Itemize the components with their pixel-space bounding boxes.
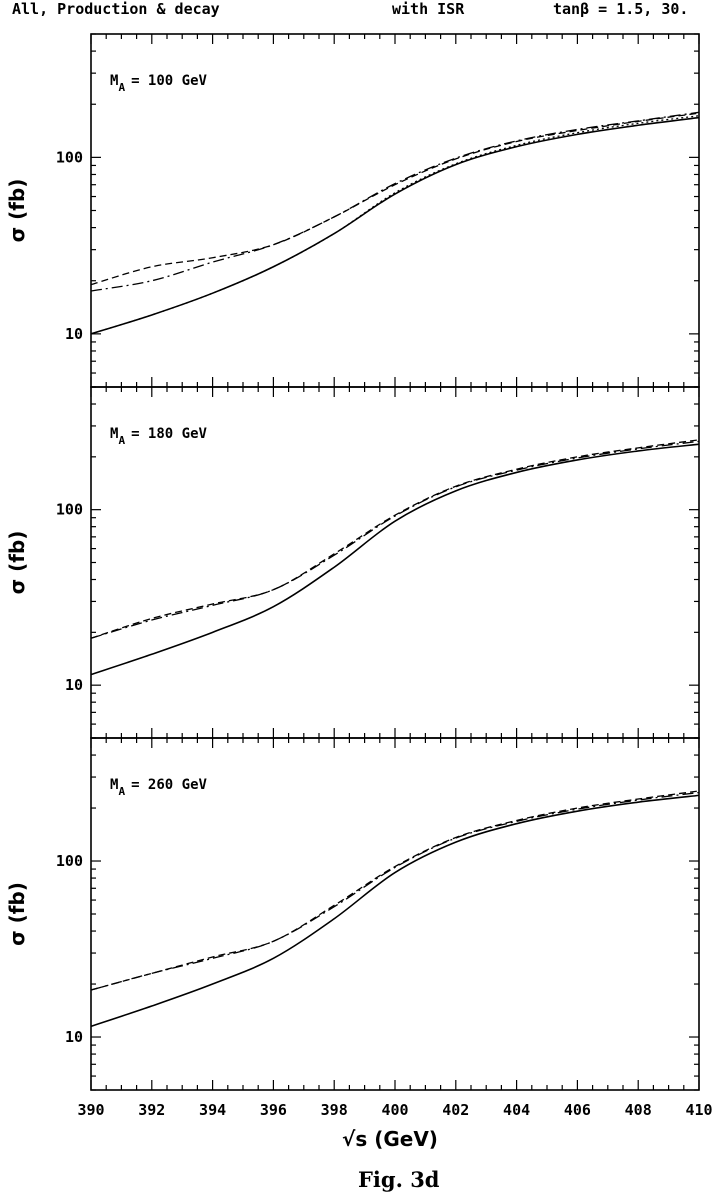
- panel-2: 10 100 σ (fb) MA = 180 GeV: [5, 386, 700, 739]
- figure-caption: Fig. 3d: [358, 1167, 440, 1192]
- header-center: with ISR: [392, 0, 465, 18]
- series-line-dashdot: [90, 111, 700, 292]
- y-tick-label: 100: [56, 148, 83, 166]
- x-tick-label: 398: [321, 1101, 348, 1119]
- y-tick-label: 100: [56, 852, 83, 870]
- panel-label: MA = 100 GeV: [110, 73, 207, 94]
- x-axis-title: √s (GeV): [342, 1127, 438, 1151]
- x-tick-label: 408: [625, 1101, 652, 1119]
- x-tick-label: 406: [564, 1101, 591, 1119]
- panel-label: MA = 180 GeV: [110, 426, 207, 447]
- header-left: All, Production & decay: [12, 0, 220, 18]
- panel-label: MA = 260 GeV: [110, 777, 207, 798]
- plot-area: 10 100 σ (fb) MA = 100 GeV 10 100 σ (fb) MA = 180…: [5, 33, 713, 1119]
- y-tick-label: 10: [65, 676, 83, 694]
- series-line-dashed: [90, 112, 700, 286]
- y-tick-label: 100: [56, 501, 83, 519]
- series-line-dashed: [90, 790, 700, 991]
- y-axis-title: σ (fb): [5, 882, 29, 946]
- header-right: tanβ = 1.5, 30.: [553, 0, 688, 18]
- x-tick-label: 402: [442, 1101, 469, 1119]
- panel-3: 10 100 σ (fb) MA = 260 GeV: [5, 737, 700, 1091]
- series-line-dashdot: [90, 440, 700, 639]
- y-axis-title: σ (fb): [5, 531, 29, 595]
- series-line-solid: [90, 443, 700, 676]
- y-tick-label: 10: [65, 325, 83, 343]
- series-line-solid: [90, 116, 700, 335]
- y-tick-label: 10: [65, 1028, 83, 1046]
- series-line-solid: [90, 794, 700, 1028]
- x-tick-label: 404: [503, 1101, 530, 1119]
- series-line-dashed: [90, 439, 700, 639]
- series-line-dashdot: [90, 791, 700, 991]
- panel-1: 10 100 σ (fb) MA = 100 GeV: [5, 33, 700, 388]
- x-tick-label: 396: [260, 1101, 287, 1119]
- x-tick-label: 392: [138, 1101, 165, 1119]
- y-axis-title: σ (fb): [5, 179, 29, 243]
- x-tick-label: 394: [199, 1101, 226, 1119]
- x-tick-label: 400: [381, 1101, 408, 1119]
- x-tick-label: 390: [77, 1101, 104, 1119]
- series-line-dotted: [90, 115, 700, 335]
- x-tick-label: 410: [685, 1101, 712, 1119]
